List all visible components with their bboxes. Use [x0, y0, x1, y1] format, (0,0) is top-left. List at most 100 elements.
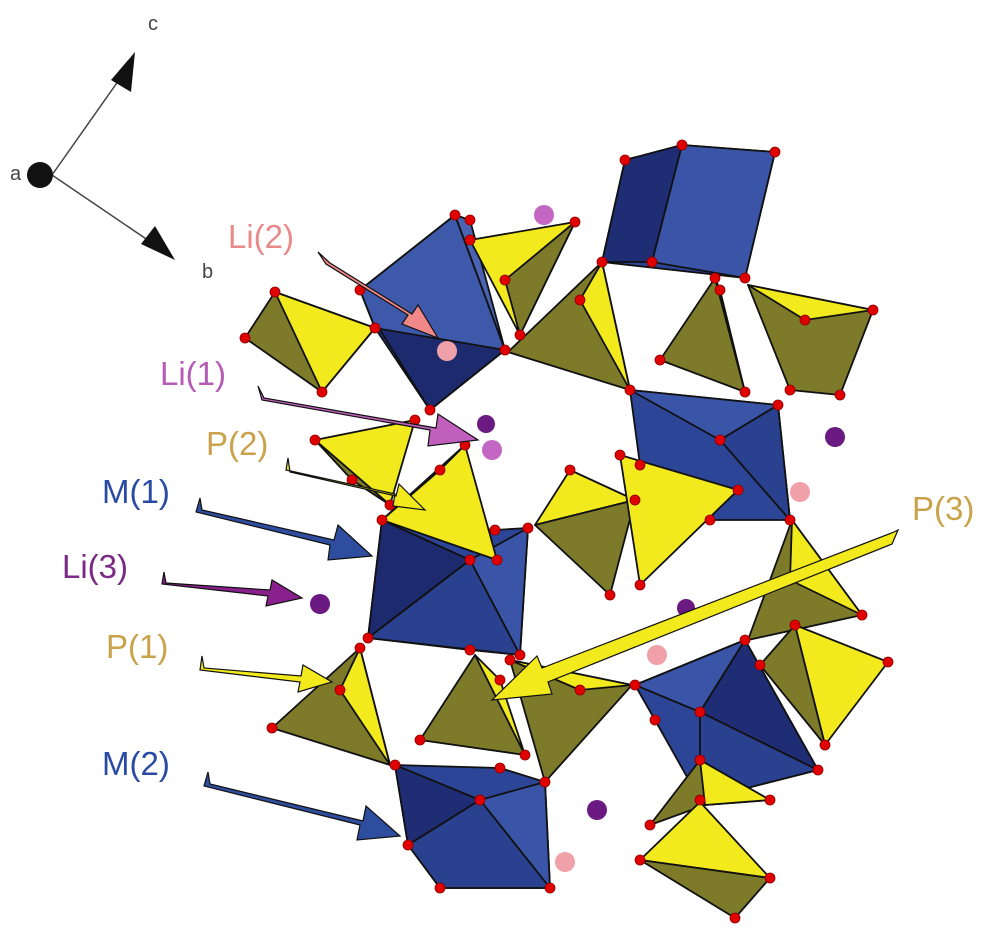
- oxygen-atom: [514, 649, 526, 661]
- oxygen-atom: [694, 794, 706, 806]
- tetrahedron: [534, 469, 636, 596]
- oxygen-atom: [354, 642, 366, 654]
- oxygen-atom: [504, 654, 516, 666]
- tetrahedron: [419, 654, 526, 756]
- oxygen-atom: [714, 284, 726, 296]
- oxygen-atom: [574, 294, 586, 306]
- oxygen-atom: [474, 794, 486, 806]
- label-p3: P(3): [912, 490, 974, 527]
- label-li3: Li(3): [62, 548, 128, 585]
- axis-label-b: b: [202, 261, 213, 283]
- label-p1: P(1): [106, 628, 168, 665]
- label-p2: P(2): [206, 425, 268, 462]
- oxygen-atom: [464, 234, 476, 246]
- oxygen-atom: [434, 882, 446, 894]
- oxygen-atom: [402, 839, 414, 851]
- oxygen-atom: [522, 522, 534, 534]
- oxygen-atom: [644, 819, 656, 831]
- arrow-li1: [257, 385, 480, 447]
- oxygen-atom: [624, 384, 636, 396]
- oxygen-atom: [867, 304, 879, 316]
- oxygen-atom: [629, 679, 641, 691]
- oxygen-atom: [654, 354, 666, 366]
- tetrahedron: [747, 284, 874, 396]
- oxygen-atom: [316, 386, 328, 398]
- arrow-m2: [203, 771, 402, 841]
- tetrahedron: [759, 624, 889, 746]
- oxygen-atom: [489, 524, 501, 536]
- oxygen-atom: [714, 434, 726, 446]
- oxygen-atom: [646, 256, 658, 268]
- tetrahedron: [659, 277, 746, 393]
- li-atom: [534, 205, 554, 225]
- oxygen-atom: [739, 634, 751, 646]
- oxygen-atom: [239, 332, 251, 344]
- oxygen-atom: [369, 322, 381, 334]
- oxygen-atom: [414, 734, 426, 746]
- axis-indicator: c b a: [10, 13, 213, 283]
- tetrahedron: [649, 759, 771, 826]
- axis-label-a: a: [10, 163, 22, 185]
- oxygen-atom: [799, 314, 811, 326]
- tetrahedron: [639, 801, 771, 919]
- li-atom: [647, 645, 667, 665]
- tetrahedron: [619, 454, 739, 586]
- oxygen-atom: [819, 739, 831, 751]
- oxygen-atom: [764, 872, 776, 884]
- arrow-p2: [285, 457, 427, 511]
- tetrahedron: [747, 519, 863, 641]
- oxygen-atom: [596, 256, 608, 268]
- oxygen-atom: [856, 609, 868, 621]
- oxygen-atom: [499, 344, 511, 356]
- octahedron: [359, 214, 506, 411]
- oxygen-atom: [629, 494, 641, 506]
- oxygen-atom: [434, 464, 446, 476]
- oxygen-atom: [769, 146, 781, 158]
- oxygen-atom: [424, 404, 436, 416]
- oxygen-atom: [544, 882, 556, 894]
- label-li2: Li(2): [228, 218, 294, 255]
- li-atom: [477, 415, 495, 433]
- oxygen-atom: [494, 674, 506, 686]
- oxygen-atom: [784, 514, 796, 526]
- arrow-p1: [199, 655, 334, 693]
- octahedron: [394, 764, 551, 889]
- oxygen-atom: [464, 214, 476, 226]
- li-atom: [587, 800, 607, 820]
- oxygen-atom: [754, 659, 766, 671]
- oxygen-atom: [334, 684, 346, 696]
- oxygen-atom: [574, 684, 586, 696]
- oxygen-atom: [266, 722, 278, 734]
- tetrahedron: [507, 261, 631, 391]
- tetrahedron: [244, 291, 376, 393]
- oxygen-atom: [539, 776, 551, 788]
- arrow-li2: [317, 251, 440, 340]
- oxygen-atom: [812, 764, 824, 776]
- oxygen-atom: [732, 484, 744, 496]
- oxygen-atom: [676, 139, 688, 151]
- oxygen-atom: [569, 216, 581, 228]
- labels: Li(2) Li(1) P(2) M(1) Li(3) P(1) M(2) P(…: [62, 218, 974, 782]
- tetrahedron: [271, 647, 391, 766]
- oxygen-atom: [834, 389, 846, 401]
- label-m1: M(1): [102, 473, 170, 510]
- oxygen-atoms: [239, 139, 894, 924]
- oxygen-atom: [709, 272, 721, 284]
- lithium-atoms: [310, 205, 845, 872]
- oxygen-atom: [704, 514, 716, 526]
- oxygen-atom: [649, 714, 661, 726]
- octahedron: [601, 144, 776, 279]
- li-atom: [825, 427, 845, 447]
- oxygen-atom: [376, 514, 388, 526]
- oxygen-atom: [464, 554, 476, 566]
- oxygen-atom: [449, 209, 461, 221]
- oxygen-atom: [739, 272, 751, 284]
- oxygen-atom: [882, 656, 894, 668]
- arrow-p3: [490, 528, 900, 701]
- li-atom: [790, 482, 810, 502]
- oxygen-atom: [634, 579, 646, 591]
- arrow-m1: [195, 497, 374, 561]
- li-atom: [437, 341, 457, 361]
- oxygen-atom: [729, 912, 741, 924]
